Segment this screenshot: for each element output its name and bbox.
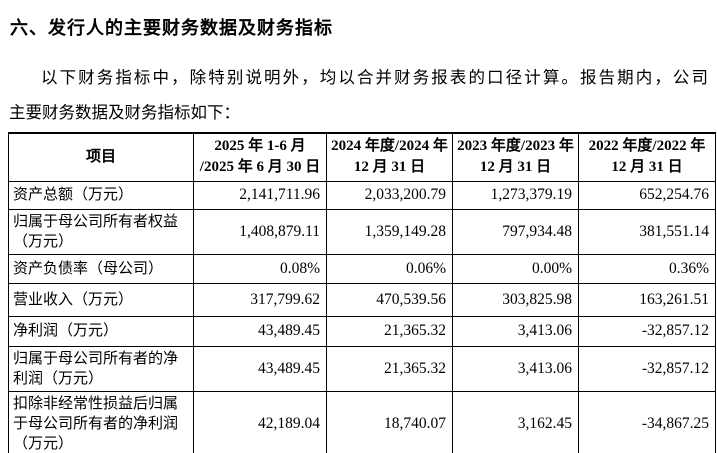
table-row-operating-revenue: 营业收入（万元） 317,799.62 470,539.56 303,825.9… bbox=[8, 282, 716, 317]
row-value: 0.00% bbox=[452, 253, 579, 284]
row-value: 652,254.76 bbox=[578, 180, 716, 210]
row-value: 1,273,379.19 bbox=[452, 180, 579, 210]
row-value: 317,799.62 bbox=[193, 282, 327, 317]
section-heading: 六、发行人的主要财务数据及财务指标 bbox=[10, 18, 333, 39]
row-value: 42,189.04 bbox=[193, 390, 327, 453]
financial-data-table: 项目 2025 年 1-6 月 /2025 年 6 月 30 日 2024 年度… bbox=[8, 132, 716, 453]
row-value: 303,825.98 bbox=[452, 282, 579, 317]
row-value: -32,857.12 bbox=[578, 345, 716, 392]
table-row-net-profit-parent: 归属于母公司所有者的净利润（万元） 43,489.45 21,365.32 3,… bbox=[8, 345, 716, 392]
row-label: 归属于母公司所有者权益（万元） bbox=[8, 208, 194, 255]
row-value: 21,365.32 bbox=[326, 345, 453, 392]
row-value: 18,740.07 bbox=[326, 390, 453, 453]
row-value: 0.08% bbox=[193, 253, 327, 284]
row-value: 797,934.48 bbox=[452, 208, 579, 255]
row-label: 扣除非经常性损益后归属于母公司所有者的净利润（万元） bbox=[8, 390, 194, 453]
row-value: 3,413.06 bbox=[452, 315, 579, 347]
column-header-2023: 2023 年度/2023 年 12 月 31 日 bbox=[452, 132, 579, 182]
table-header-row: 项目 2025 年 1-6 月 /2025 年 6 月 30 日 2024 年度… bbox=[8, 132, 716, 182]
row-label: 营业收入（万元） bbox=[8, 282, 194, 317]
row-label: 归属于母公司所有者的净利润（万元） bbox=[8, 345, 194, 392]
row-value: 1,359,149.28 bbox=[326, 208, 453, 255]
row-value: 3,162.45 bbox=[452, 390, 579, 453]
row-value: 470,539.56 bbox=[326, 282, 453, 317]
row-value: 3,413.06 bbox=[452, 345, 579, 392]
row-value: -32,857.12 bbox=[578, 315, 716, 347]
intro-paragraph-line-1: 以下财务指标中，除特别说明外，均以合并财务报表的口径计算。报告期内，公司 bbox=[41, 68, 708, 87]
row-label: 净利润（万元） bbox=[8, 315, 194, 347]
intro-paragraph-line-2: 主要财务数据及财务指标如下： bbox=[9, 103, 240, 122]
row-value: 0.36% bbox=[578, 253, 716, 284]
table-row-parent-equity: 归属于母公司所有者权益（万元） 1,408,879.11 1,359,149.2… bbox=[8, 208, 716, 255]
column-header-2022: 2022 年度/2022 年 12 月 31 日 bbox=[578, 132, 716, 182]
row-value: 2,033,200.79 bbox=[326, 180, 453, 210]
row-value: 0.06% bbox=[326, 253, 453, 284]
table-row-net-profit: 净利润（万元） 43,489.45 21,365.32 3,413.06 -32… bbox=[8, 315, 716, 347]
table-row-total-assets: 资产总额（万元） 2,141,711.96 2,033,200.79 1,273… bbox=[8, 180, 716, 210]
row-value: 2,141,711.96 bbox=[193, 180, 327, 210]
column-header-2024: 2024 年度/2024 年 12 月 31 日 bbox=[326, 132, 453, 182]
column-header-2025: 2025 年 1-6 月 /2025 年 6 月 30 日 bbox=[193, 132, 327, 182]
table-row-net-profit-excl-nonrecurring: 扣除非经常性损益后归属于母公司所有者的净利润（万元） 42,189.04 18,… bbox=[8, 390, 716, 453]
row-value: 43,489.45 bbox=[193, 315, 327, 347]
row-label: 资产负债率（母公司） bbox=[8, 253, 194, 284]
row-value: 163,261.51 bbox=[578, 282, 716, 317]
row-label: 资产总额（万元） bbox=[8, 180, 194, 210]
row-value: 381,551.14 bbox=[578, 208, 716, 255]
table-row-debt-ratio: 资产负债率（母公司） 0.08% 0.06% 0.00% 0.36% bbox=[8, 253, 716, 284]
row-value: 21,365.32 bbox=[326, 315, 453, 347]
row-value: 43,489.45 bbox=[193, 345, 327, 392]
row-value: 1,408,879.11 bbox=[193, 208, 327, 255]
row-value: -34,867.25 bbox=[578, 390, 716, 453]
column-header-item: 项目 bbox=[8, 132, 194, 182]
